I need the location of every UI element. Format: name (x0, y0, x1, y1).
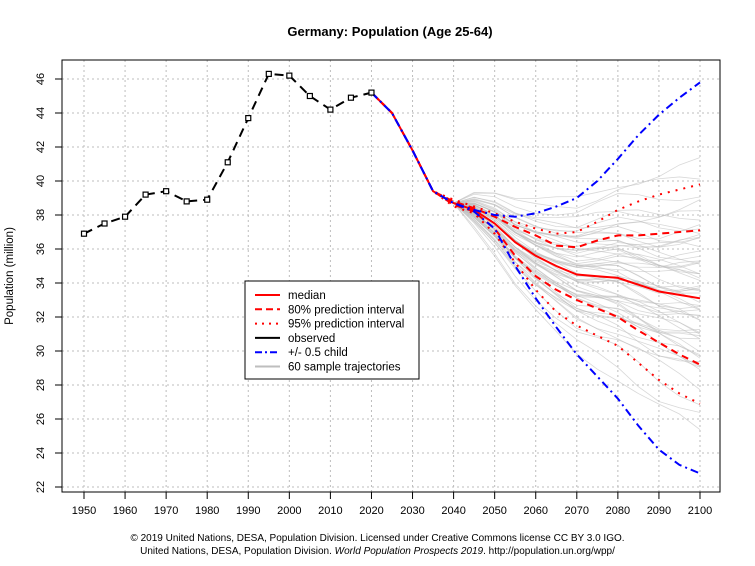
x-tick-label: 2070 (565, 505, 589, 517)
legend-label: median (288, 290, 326, 302)
observed-point (80, 230, 88, 237)
y-tick-label: 46 (35, 73, 47, 85)
observed-point (327, 106, 334, 113)
x-tick-label: 1980 (195, 505, 219, 517)
legend-label: 80% prediction interval (288, 304, 404, 316)
legend-label: 95% prediction interval (288, 319, 404, 331)
chart-title: Germany: Population (Age 25-64) (287, 24, 492, 39)
y-tick-label: 30 (35, 345, 47, 357)
observed-point (224, 159, 231, 166)
observed-point (101, 220, 108, 227)
y-tick-label: 44 (35, 107, 47, 119)
y-tick-label: 38 (35, 209, 47, 221)
x-tick-label: 1950 (72, 505, 96, 517)
x-tick-label: 2040 (441, 505, 465, 517)
pi95-upper-line (370, 91, 701, 235)
observed-point (265, 70, 272, 78)
observed-point (286, 72, 293, 79)
y-tick-label: 26 (35, 413, 47, 425)
observed-point (183, 198, 190, 205)
x-tick-label: 2090 (647, 505, 671, 517)
observed-point (306, 92, 313, 100)
legend: median 80% prediction interval 95% predict… (244, 280, 420, 380)
footer-copyright: © 2019 United Nations, DESA, Population … (130, 533, 625, 544)
legend-label: observed (288, 333, 335, 345)
observed-point (121, 213, 129, 220)
observed-point (204, 196, 211, 203)
sample-trajectory (371, 92, 701, 406)
footer-url: . http://population.un.org/wpp/ (483, 546, 615, 557)
observed-point (142, 191, 149, 198)
x-tick-label: 2100 (688, 505, 712, 517)
x-tick-label: 1960 (113, 505, 137, 517)
observed-point (163, 188, 170, 195)
child-minus-line (370, 91, 701, 475)
legend-label: 60 sample trajectories (288, 362, 401, 374)
y-axis-label: Population (million) (4, 227, 16, 325)
y-tick-label: 24 (35, 447, 47, 459)
x-tick-label: 2060 (523, 505, 547, 517)
y-tick-label: 42 (35, 141, 47, 153)
grid (62, 60, 720, 492)
y-tick-label: 32 (35, 311, 47, 323)
x-tick-label: 2010 (318, 505, 342, 517)
x-tick-label: 2030 (400, 505, 424, 517)
x-tick-label: 1990 (236, 505, 260, 517)
legend-label: +/- 0.5 child (288, 347, 348, 359)
y-tick-label: 34 (35, 277, 47, 289)
pi80-lower-line (370, 91, 701, 366)
y-tick-label: 40 (35, 175, 47, 187)
footer-citation: United Nations, DESA, Population Divisio… (0, 546, 755, 557)
footer-source: United Nations, DESA, Population Divisio… (140, 546, 335, 557)
y-tick-label: 22 (35, 481, 47, 493)
plot-frame (61, 59, 721, 493)
x-tick-label: 2000 (277, 505, 301, 517)
axes: 1950 1960 1970 1980 1990 2000 2010 2020 2030 2040… (35, 73, 712, 517)
series-lines (80, 70, 701, 475)
y-tick-label: 28 (35, 379, 47, 391)
observed-line (83, 72, 372, 235)
sample-trajectories (371, 92, 701, 431)
x-tick-label: 2080 (606, 505, 630, 517)
y-tick-label: 36 (35, 243, 47, 255)
footer-publication: World Population Prospects 2019 (334, 546, 484, 557)
x-tick-label: 1970 (154, 505, 178, 517)
x-tick-label: 2050 (482, 505, 506, 517)
observed-point (347, 94, 355, 101)
pi95-lower-line (370, 91, 701, 405)
observed-point (368, 89, 375, 96)
x-tick-label: 2020 (359, 505, 383, 517)
observed-point (245, 114, 252, 122)
